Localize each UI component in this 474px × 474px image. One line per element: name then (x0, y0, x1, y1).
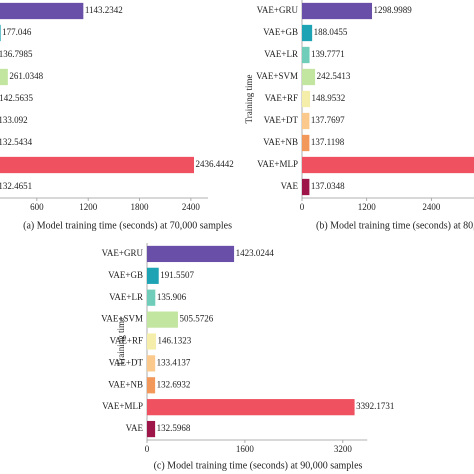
x-tick-label: 1800 (131, 202, 150, 212)
value-label: 177.046 (2, 27, 32, 37)
bar (302, 2, 373, 20)
bar (147, 333, 156, 350)
y-axis-label: Training time (244, 75, 254, 124)
x-tick-label: 3200 (334, 444, 353, 454)
value-label: 132.5968 (157, 423, 191, 433)
category-label: VAE+GRU (257, 5, 299, 15)
category-label: VAE+SVM (256, 71, 298, 81)
category-label: VAE (126, 423, 144, 433)
category-label: VAE (281, 181, 299, 191)
bar (0, 156, 195, 174)
chart-title: (a) Model training time (seconds) at 70,… (23, 220, 232, 231)
value-label: 132.4651 (0, 181, 32, 191)
category-label: VAE+NB (263, 137, 298, 147)
bar (147, 311, 178, 328)
x-tick-label: 600 (30, 202, 44, 212)
category-label: VAE+GB (263, 27, 298, 37)
category-label: VAE+LR (109, 292, 143, 302)
bar (302, 68, 316, 86)
value-label: 1423.0244 (236, 248, 275, 258)
category-label: VAE+RF (265, 93, 298, 103)
x-tick-label: 2400 (422, 202, 441, 212)
bar (0, 24, 1, 42)
value-label: 191.5507 (160, 270, 194, 280)
x-tick-label: 2400 (182, 202, 201, 212)
value-label: 142.5635 (0, 93, 33, 103)
x-tick-label: 0 (300, 202, 305, 212)
bar (147, 355, 156, 372)
value-label: 137.0348 (311, 181, 345, 191)
bar (302, 90, 311, 108)
x-tick-label: 1200 (358, 202, 377, 212)
x-tick-label: 1600 (236, 444, 255, 454)
category-label: VAE+LR (264, 49, 298, 59)
bar (147, 267, 159, 284)
category-label: VAE+DT (264, 115, 299, 125)
category-label: VAE+RF (110, 336, 143, 346)
chart-title: (c) Model training time (seconds) at 90,… (154, 460, 363, 471)
value-label: 139.7771 (311, 49, 345, 59)
value-label: 133.4137 (157, 357, 191, 367)
category-label: VAE+GB (108, 270, 143, 280)
value-label: 137.1198 (311, 137, 345, 147)
value-label: 242.5413 (317, 71, 351, 81)
bar (302, 112, 310, 130)
value-label: 2436.4442 (196, 159, 234, 169)
bar (147, 377, 156, 394)
bar (302, 178, 310, 196)
x-tick-label: 0 (145, 444, 150, 454)
value-label: 261.0348 (9, 71, 43, 81)
y-axis-label: Training time (116, 317, 126, 366)
value-label: 133.092 (0, 115, 28, 125)
bar (302, 24, 313, 42)
bar (0, 2, 84, 20)
x-tick-label: 1200 (79, 202, 98, 212)
category-label: VAE+NB (108, 379, 143, 389)
value-label: 136.7985 (0, 49, 33, 59)
value-label: 132.6932 (157, 379, 191, 389)
category-label: VAE+GRU (102, 248, 144, 258)
category-label: VAE+MLP (257, 159, 298, 169)
bar (0, 68, 8, 86)
value-label: 1298.9989 (374, 5, 413, 15)
bar (147, 399, 355, 416)
value-label: 132.5434 (0, 137, 33, 147)
bar (302, 156, 474, 174)
bar (147, 245, 235, 263)
category-label: VAE+DT (109, 357, 144, 367)
category-label: VAE+MLP (102, 401, 143, 411)
value-label: 188.0455 (314, 27, 348, 37)
value-label: 135.906 (157, 292, 187, 302)
bar (302, 134, 310, 152)
value-label: 148.9532 (312, 93, 346, 103)
value-label: 146.1323 (157, 336, 191, 346)
category-label: VAE+SVM (101, 314, 143, 324)
bar (147, 289, 156, 306)
chart-title: (b) Model training time (seconds) at 80,… (316, 220, 474, 231)
bar (147, 420, 156, 438)
value-label: 137.7697 (311, 115, 345, 125)
bar (302, 46, 310, 64)
value-label: 505.5726 (179, 314, 213, 324)
value-label: 1143.2342 (85, 5, 123, 15)
value-label: 3392.1731 (356, 401, 394, 411)
